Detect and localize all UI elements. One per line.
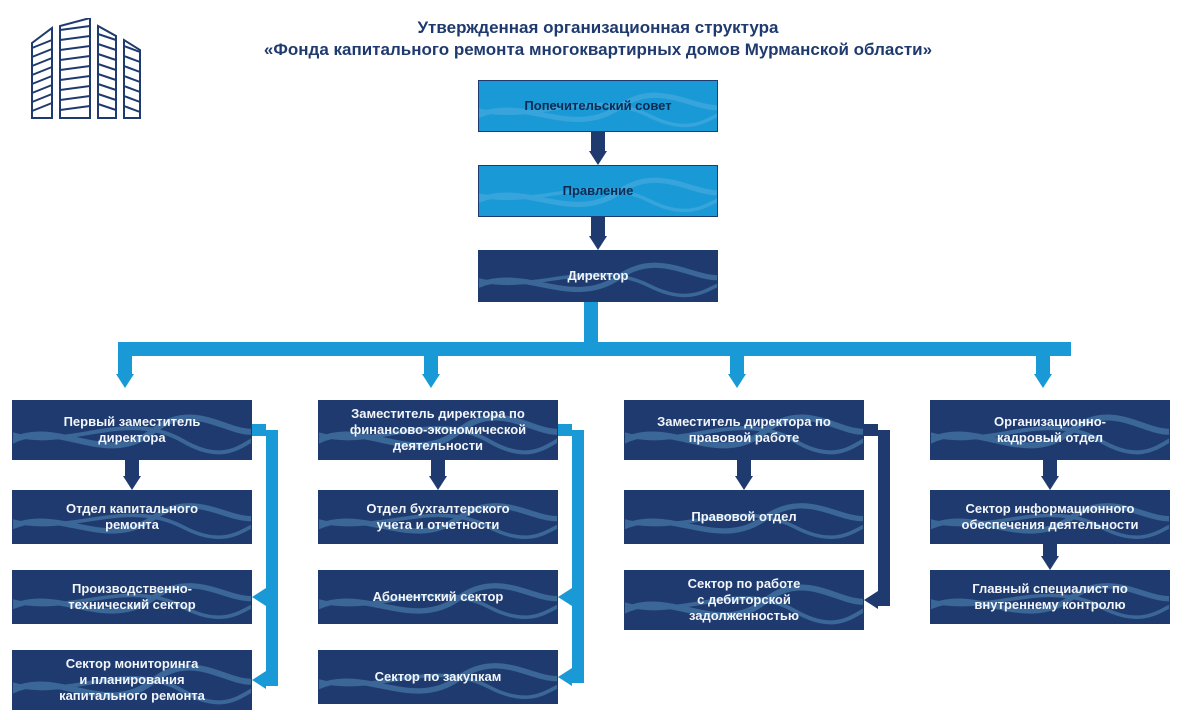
- arrow-down-icon: [735, 476, 753, 490]
- org-node-board: Попечительский совет: [478, 80, 718, 132]
- arrow-down-icon: [589, 151, 607, 165]
- arrow-down-icon: [1041, 556, 1059, 570]
- arrow-down-icon: [589, 236, 607, 250]
- arrow-down-icon: [1034, 374, 1052, 388]
- org-node-d2c: Сектор по закупкам: [318, 650, 558, 704]
- arrow-left-icon: [558, 588, 572, 606]
- org-node-mgmt: Правление: [478, 165, 718, 217]
- org-node-d3a: Правовой отдел: [624, 490, 864, 544]
- org-node-dep1: Первый заместитель директора: [12, 400, 252, 460]
- org-node-d2b: Абонентский сектор: [318, 570, 558, 624]
- org-node-d1b: Производственно- технический сектор: [12, 570, 252, 624]
- arrow-left-icon: [252, 671, 266, 689]
- org-logo: [12, 18, 162, 128]
- org-node-dep3: Заместитель директора по правовой работе: [624, 400, 864, 460]
- arrow-left-icon: [558, 668, 572, 686]
- org-node-d2a: Отдел бухгалтерского учета и отчетности: [318, 490, 558, 544]
- arrow-down-icon: [1041, 476, 1059, 490]
- org-node-d4a: Сектор информационного обеспечения деяте…: [930, 490, 1170, 544]
- org-node-d1a: Отдел капитального ремонта: [12, 490, 252, 544]
- org-node-dep4: Организационно- кадровый отдел: [930, 400, 1170, 460]
- arrow-down-icon: [123, 476, 141, 490]
- arrow-down-icon: [422, 374, 440, 388]
- arrow-down-icon: [429, 476, 447, 490]
- arrow-left-icon: [252, 588, 266, 606]
- org-node-director: Директор: [478, 250, 718, 302]
- org-node-d3b: Сектор по работе с дебиторской задолженн…: [624, 570, 864, 630]
- arrow-left-icon: [864, 591, 878, 609]
- page-title-line1: Утвержденная организационная структура: [0, 18, 1196, 38]
- arrow-down-icon: [728, 374, 746, 388]
- org-node-dep2: Заместитель директора по финансово-эконо…: [318, 400, 558, 460]
- page-title-line2: «Фонда капитального ремонта многоквартир…: [0, 40, 1196, 60]
- org-node-d1c: Сектор мониторинга и планирования капита…: [12, 650, 252, 710]
- arrow-down-icon: [116, 374, 134, 388]
- org-node-d4b: Главный специалист по внутреннему контро…: [930, 570, 1170, 624]
